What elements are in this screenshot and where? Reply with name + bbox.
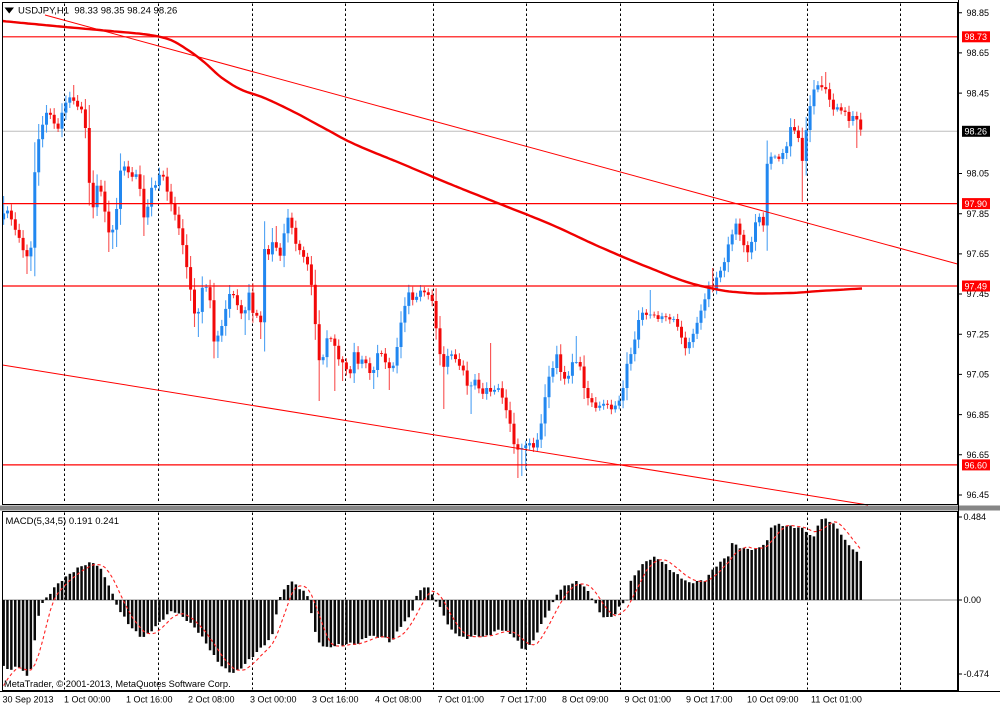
svg-text:0.00: 0.00 [964,595,982,605]
svg-text:10 Oct 09:00: 10 Oct 09:00 [747,695,799,705]
svg-text:96.45: 96.45 [967,490,990,500]
svg-text:98.73: 98.73 [965,32,988,42]
svg-text:9 Oct 17:00: 9 Oct 17:00 [686,695,733,705]
svg-text:1 Oct 00:00: 1 Oct 00:00 [64,695,111,705]
svg-text:97.49: 97.49 [965,281,988,291]
svg-text:4 Oct 08:00: 4 Oct 08:00 [375,695,422,705]
svg-text:MACD(5,34,5) 0.191 0.241: MACD(5,34,5) 0.191 0.241 [6,516,120,527]
svg-text:98.05: 98.05 [967,169,990,179]
svg-text:96.60: 96.60 [965,460,988,470]
svg-text:11 Oct 01:00: 11 Oct 01:00 [811,695,862,705]
svg-text:97.45: 97.45 [967,289,990,299]
svg-text:7 Oct 17:00: 7 Oct 17:00 [500,695,547,705]
svg-text:30 Sep 2013: 30 Sep 2013 [3,695,54,705]
svg-text:98.45: 98.45 [967,88,990,98]
svg-text:8 Oct 09:00: 8 Oct 09:00 [562,695,609,705]
svg-text:3 Oct 16:00: 3 Oct 16:00 [312,695,359,705]
svg-text:USDJPY,H1 98.33 98.35 98.24 9: USDJPY,H1 98.33 98.35 98.24 98.26 [18,6,177,17]
svg-text:96.65: 96.65 [967,450,990,460]
svg-text:97.90: 97.90 [965,199,988,209]
svg-text:MetaTrader, © 2001-2013, MetaQ: MetaTrader, © 2001-2013, MetaQuotes Soft… [4,679,231,689]
svg-text:98.26: 98.26 [965,127,988,137]
svg-text:97.85: 97.85 [967,209,990,219]
svg-text:7 Oct 01:00: 7 Oct 01:00 [438,695,485,705]
svg-text:98.85: 98.85 [967,8,990,18]
svg-text:-0.474: -0.474 [964,669,990,679]
svg-text:97.25: 97.25 [967,329,990,339]
svg-text:2 Oct 08:00: 2 Oct 08:00 [188,695,235,705]
svg-text:0.484: 0.484 [964,512,987,522]
svg-text:9 Oct 01:00: 9 Oct 01:00 [625,695,672,705]
svg-text:97.65: 97.65 [967,249,990,259]
svg-text:98.65: 98.65 [967,48,990,58]
svg-text:97.05: 97.05 [967,370,990,380]
svg-text:1 Oct 16:00: 1 Oct 16:00 [126,695,173,705]
svg-text:3 Oct 00:00: 3 Oct 00:00 [250,695,297,705]
svg-text:96.85: 96.85 [967,410,990,420]
